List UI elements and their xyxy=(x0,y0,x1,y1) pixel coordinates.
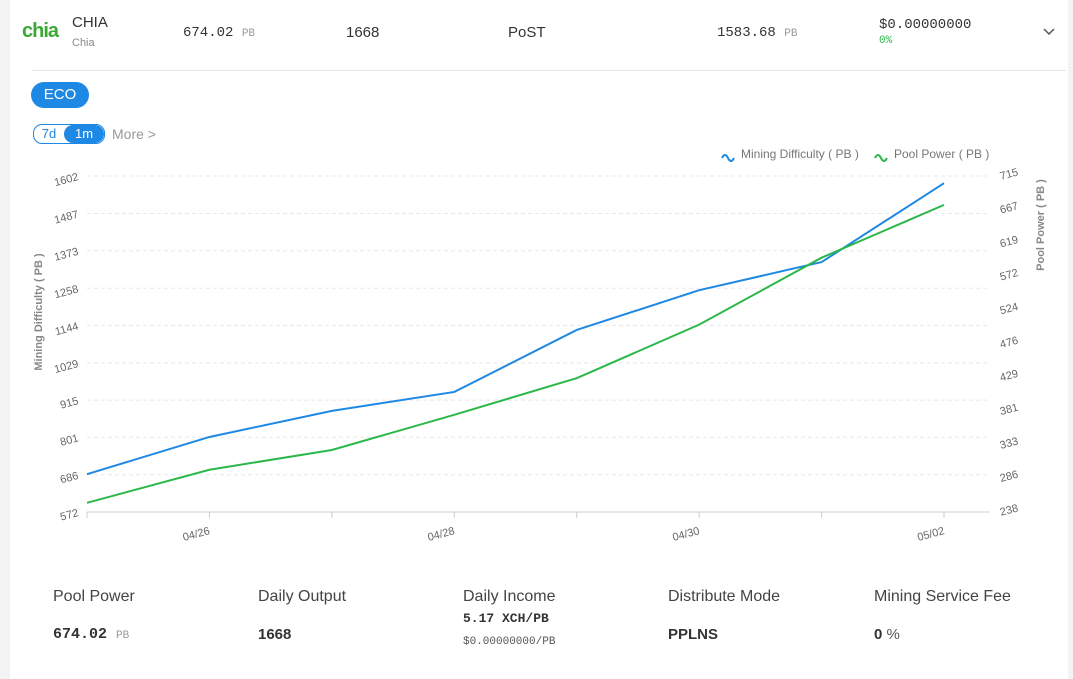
stat-value: 1668 xyxy=(258,626,292,643)
y-tick-label: 1258 xyxy=(53,283,80,301)
y-tick-label: 801 xyxy=(59,432,80,448)
stat-label: Daily Output xyxy=(258,588,347,605)
range-tabs: 7d 1m xyxy=(33,124,105,144)
y-tick-label: 1487 xyxy=(53,209,80,227)
value: 0 xyxy=(874,626,883,643)
y-tick-label: 1602 xyxy=(53,171,80,189)
tag[interactable]: ECO xyxy=(31,82,89,108)
tab[interactable]: 1m xyxy=(64,125,104,143)
difficulty: 1583.68 PB xyxy=(717,25,797,41)
y-tick-label: 686 xyxy=(59,470,80,486)
stat-value: 0 % xyxy=(874,626,900,643)
y2-tick-label: 429 xyxy=(999,368,1020,384)
value: 674.02 xyxy=(183,25,234,41)
separator xyxy=(32,70,1066,71)
algorithm: PoST xyxy=(508,24,546,41)
y2-tick-label: 715 xyxy=(999,166,1020,182)
legend-label: Mining Difficulty ( PB ) xyxy=(741,147,859,161)
pool-power: 674.02 PB xyxy=(183,25,255,41)
change: 0% xyxy=(879,35,893,47)
coin-subname: Chia xyxy=(72,37,95,49)
legend-icon xyxy=(721,154,735,162)
stat-value: PPLNS xyxy=(668,626,719,643)
stat-value: 674.02 PB xyxy=(53,626,129,643)
stat-label: Pool Power xyxy=(53,588,135,605)
value: 1583.68 xyxy=(717,25,776,41)
coin-name: CHIA xyxy=(72,14,108,31)
y2-tick-label: 619 xyxy=(999,234,1020,250)
more-link[interactable]: More > xyxy=(112,126,156,142)
logo: chia xyxy=(22,20,59,42)
series-line xyxy=(86,182,945,476)
output: 1668 xyxy=(346,24,380,41)
x-tick-label: 04/28 xyxy=(426,525,456,544)
y2-tick-label: 667 xyxy=(999,200,1020,216)
tab[interactable]: 7d xyxy=(41,126,57,141)
y-tick-label: 1373 xyxy=(53,246,80,264)
stat-label: Mining Service Fee xyxy=(874,588,1011,605)
y-tick-label: 1144 xyxy=(54,321,80,339)
y-axis-title: Mining Difficulty ( PB ) xyxy=(33,253,45,371)
stat-label: Distribute Mode xyxy=(668,588,781,605)
x-tick-label: 05/02 xyxy=(916,525,946,544)
x-tick-label: 04/30 xyxy=(671,525,701,544)
card: chia CHIA Chia 674.02 PB 1668 PoST 1583.… xyxy=(10,0,1068,679)
y-tick-label: 572 xyxy=(59,507,80,523)
unit: % xyxy=(886,626,900,643)
y2-tick-label: 572 xyxy=(999,267,1020,283)
legend-icon xyxy=(874,154,888,162)
y2-tick-label: 381 xyxy=(999,402,1020,418)
y2-tick-label: 238 xyxy=(999,502,1020,518)
y-tick-label: 1029 xyxy=(53,358,80,376)
y2-tick-label: 333 xyxy=(999,436,1020,452)
y2-tick-label: 524 xyxy=(999,301,1020,317)
series-line xyxy=(86,203,945,504)
legend-label: Pool Power ( PB ) xyxy=(894,147,989,161)
expand-icon[interactable] xyxy=(1043,27,1055,37)
y2-tick-label: 476 xyxy=(999,335,1020,351)
x-tick-label: 04/26 xyxy=(182,525,212,544)
chart: 572 686 801 915 1029 1144 1258 1373 1487 1602 238 2… xyxy=(33,147,1047,544)
stat-label: Daily Income xyxy=(463,588,556,605)
unit: PB xyxy=(784,28,798,40)
price: $0.00000000 xyxy=(879,17,972,33)
stat-value: 5.17 XCH/PB xyxy=(463,611,549,626)
y2-axis-title: Pool Power ( PB ) xyxy=(1035,179,1047,271)
unit: PB xyxy=(241,28,256,40)
stat-sub: $0.00000000/PB xyxy=(463,636,556,648)
unit: PB xyxy=(116,630,130,642)
y-tick-label: 915 xyxy=(59,395,80,411)
y2-tick-label: 286 xyxy=(999,469,1020,485)
value: 674.02 xyxy=(53,626,108,643)
